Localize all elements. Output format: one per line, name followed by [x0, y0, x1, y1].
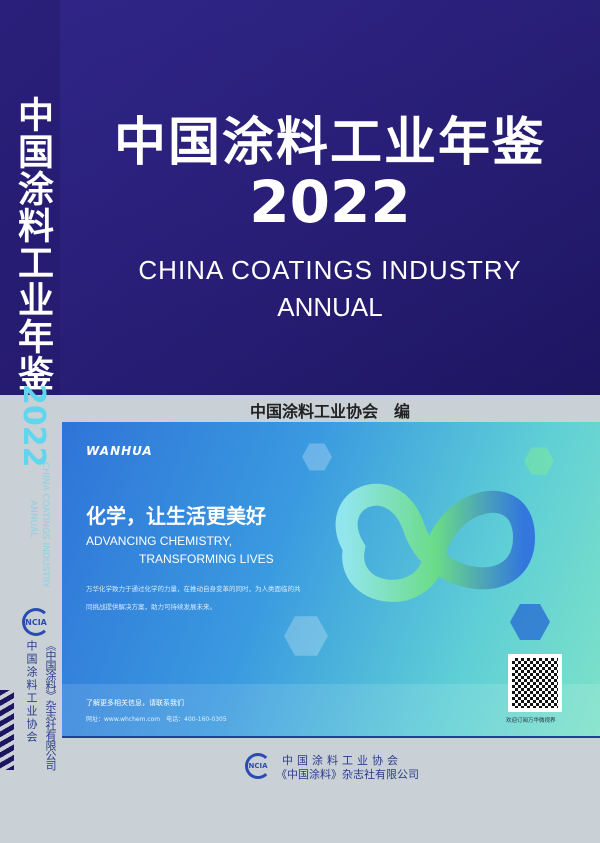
ncia-logo: NCIA — [245, 753, 271, 779]
spine-title-en-2: ANNUAL — [28, 500, 38, 538]
cover-title-en-2: ANNUAL — [277, 292, 383, 322]
cover-title-en-1: CHINA COATINGS INDUSTRY — [138, 255, 522, 285]
spine-title: 中国涂料工业年鉴 — [12, 96, 53, 392]
wanhua-logo: WANHUA — [86, 444, 153, 458]
hex-icon — [284, 616, 328, 656]
hex-icon — [302, 443, 332, 471]
ad-headline-en-1: ADVANCING CHEMISTRY, — [86, 534, 233, 548]
publisher-line-2: 《中国涂料》杂志社有限公司 — [276, 768, 419, 781]
qr-code — [508, 654, 562, 712]
ad-body: 万华化学致力于通过化学的力量，在推动自身变革的同时，为人类面临的共同挑战提供解决… — [86, 585, 301, 611]
qr-caption: 欢迎订阅万华微视界 — [506, 718, 556, 724]
contact-info: 网址：www.whchem.com 电话：400-160-0305 — [86, 716, 227, 723]
cover-top-band — [0, 0, 600, 395]
spine-title-en: CHINA COATINGS INDUSTRY — [40, 462, 50, 588]
ncia-logo: NCIA — [22, 608, 50, 636]
wanhua-advertisement: WANHUA 化学，让生活更美好 ADVANCING CHEMISTRY, TR… — [62, 422, 600, 738]
shield-icon — [510, 604, 550, 640]
spine: 中国涂料工业年鉴 2022 CHINA COATINGS INDUSTRY AN… — [0, 0, 62, 843]
ad-headline-en-2: TRANSFORMING LIVES — [139, 552, 274, 566]
cover-year: 2022 — [249, 168, 411, 236]
cover-title: 中国涂料工业年鉴 — [113, 113, 546, 173]
infinity-graphic — [335, 483, 536, 602]
spine-stripes — [0, 690, 14, 770]
spine-publisher-2: 《中国涂料》杂志社有限公司 — [44, 640, 57, 770]
spine-year: 2022 — [16, 384, 51, 468]
publisher-line-1: 中国涂料工业协会 — [282, 754, 402, 767]
hex-icon — [524, 447, 554, 475]
spine-publisher-1: 中国涂料工业协会 — [25, 640, 38, 744]
ad-headline-cn: 化学，让生活更美好 — [86, 504, 266, 528]
editor-credit: 中国涂料工业协会 编 — [249, 402, 410, 421]
contact-cta: 了解更多相关信息，请联系我们 — [86, 699, 184, 707]
